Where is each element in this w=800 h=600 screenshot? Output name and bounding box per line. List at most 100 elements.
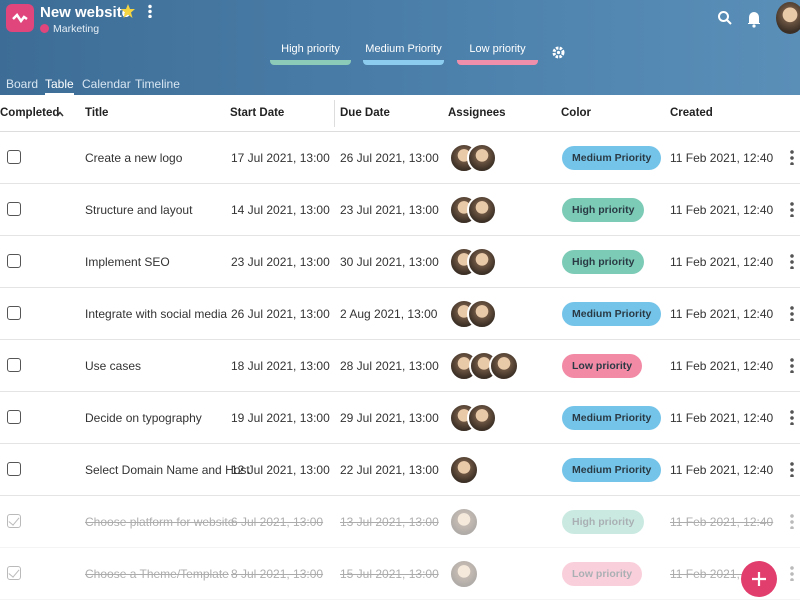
row-menu[interactable] xyxy=(790,253,794,269)
user-avatar[interactable] xyxy=(776,2,800,34)
app-icon[interactable] xyxy=(6,4,34,32)
due-date: 15 Jul 2021, 13:00 xyxy=(340,567,439,581)
sort-icon[interactable] xyxy=(56,111,64,117)
priority-tag[interactable]: High priority xyxy=(562,510,645,534)
column-header[interactable]: Created xyxy=(670,107,713,119)
row-menu[interactable] xyxy=(790,409,794,425)
table-row[interactable]: Choose platform for website 6 Jul 2021, 1… xyxy=(0,496,800,548)
icon-glyph xyxy=(12,13,28,24)
start-date: 14 Jul 2021, 13:00 xyxy=(231,203,330,217)
assignee-avatar[interactable] xyxy=(467,143,497,173)
assignee-avatar[interactable] xyxy=(449,559,479,589)
start-date: 26 Jul 2021, 13:00 xyxy=(231,307,330,321)
table-row[interactable]: Select Domain Name and Host 12 Jul 2021, … xyxy=(0,444,800,496)
priority-tag[interactable]: Medium Priority xyxy=(562,406,662,430)
row-menu[interactable] xyxy=(790,461,794,477)
checkbox[interactable] xyxy=(7,410,21,424)
task-title[interactable]: Integrate with social media xyxy=(85,307,228,321)
priority-tag[interactable]: Low priority xyxy=(562,562,643,586)
column-header[interactable]: Assignees xyxy=(448,107,506,119)
assignee-avatar[interactable] xyxy=(489,351,519,381)
column-header[interactable]: Title xyxy=(85,107,109,119)
table-row[interactable]: Create a new logo 17 Jul 2021, 13:00 26 Ju… xyxy=(0,132,800,184)
checkbox[interactable] xyxy=(7,254,21,268)
row-menu[interactable] xyxy=(790,149,794,165)
created-date: 11 Feb 2021, 12:40 xyxy=(670,515,774,529)
assignee-avatar[interactable] xyxy=(467,299,497,329)
task-title[interactable]: Implement SEO xyxy=(85,255,170,269)
task-title[interactable]: Choose a Theme/Template xyxy=(85,567,229,581)
row-menu[interactable] xyxy=(790,357,794,373)
due-date: 28 Jul 2021, 13:00 xyxy=(340,359,439,373)
start-date: 18 Jul 2021, 13:00 xyxy=(231,359,330,373)
priority-tag[interactable]: Medium Priority xyxy=(562,146,662,170)
legend-item[interactable]: High priority xyxy=(270,43,351,65)
workspace-name[interactable]: Marketing xyxy=(53,23,100,35)
task-title[interactable]: Decide on typography xyxy=(85,411,202,425)
start-date: 17 Jul 2021, 13:00 xyxy=(231,151,330,165)
tab-active[interactable]: Table xyxy=(45,77,74,95)
start-date: 19 Jul 2021, 13:00 xyxy=(231,411,330,425)
assignee-avatar[interactable] xyxy=(449,507,479,537)
task-title[interactable]: Use cases xyxy=(85,359,142,373)
row-menu[interactable] xyxy=(790,201,794,217)
priority-tag[interactable]: Medium Priority xyxy=(562,458,662,482)
app-header: New website Marketing High priority Medi… xyxy=(0,0,800,95)
checkbox[interactable] xyxy=(7,306,21,320)
assignee-avatar[interactable] xyxy=(467,195,497,225)
tab[interactable]: Board xyxy=(6,77,39,91)
legend-item[interactable]: Medium Priority xyxy=(363,43,444,65)
task-title[interactable]: Structure and layout xyxy=(85,203,193,217)
created-date: 11 Feb 2021, 12:40 xyxy=(670,411,774,425)
tab[interactable]: Timeline xyxy=(135,77,180,91)
tab[interactable]: Calendar xyxy=(82,77,131,91)
assignee-avatar[interactable] xyxy=(467,247,497,277)
checkbox[interactable] xyxy=(7,514,21,528)
priority-tag[interactable]: High priority xyxy=(562,198,645,222)
row-menu[interactable] xyxy=(790,513,794,529)
priority-tag[interactable]: Medium Priority xyxy=(562,302,662,326)
table-row[interactable]: Decide on typography 19 Jul 2021, 13:00 29… xyxy=(0,392,800,444)
search-icon[interactable] xyxy=(717,10,733,26)
add-task-button[interactable] xyxy=(740,560,778,598)
due-date: 13 Jul 2021, 13:00 xyxy=(340,515,439,529)
table-row[interactable]: Integrate with social media 26 Jul 2021, … xyxy=(0,288,800,340)
checkbox[interactable] xyxy=(7,202,21,216)
star-icon[interactable] xyxy=(120,3,136,19)
notifications-icon[interactable] xyxy=(746,10,762,28)
table-row[interactable]: Implement SEO 23 Jul 2021, 13:00 30 Jul 20… xyxy=(0,236,800,288)
column-header[interactable]: Due Date xyxy=(340,107,390,119)
task-title[interactable]: Select Domain Name and Host xyxy=(85,463,250,477)
menu-icon[interactable] xyxy=(148,4,152,18)
created-date: 11 Feb 2021, 12:40 xyxy=(670,255,774,269)
priority-tag[interactable]: High priority xyxy=(562,250,645,274)
checkbox[interactable] xyxy=(7,566,21,580)
task-title[interactable]: Choose platform for website xyxy=(85,515,235,529)
checkbox[interactable] xyxy=(7,150,21,164)
task-title[interactable]: Create a new logo xyxy=(85,151,183,165)
checkbox[interactable] xyxy=(7,462,21,476)
created-date: 11 Feb 2021, 12:40 xyxy=(670,203,774,217)
column-header[interactable]: Color xyxy=(561,107,592,119)
due-date: 30 Jul 2021, 13:00 xyxy=(340,255,439,269)
column-divider xyxy=(334,100,335,127)
row-menu[interactable] xyxy=(790,565,794,581)
due-date: 29 Jul 2021, 13:00 xyxy=(340,411,439,425)
created-date: 11 Feb 2021, 12:40 xyxy=(670,359,774,373)
start-date: 12 Jul 2021, 13:00 xyxy=(231,463,330,477)
priority-tag[interactable]: Low priority xyxy=(562,354,643,378)
table-row[interactable]: Structure and layout 14 Jul 2021, 13:00 23… xyxy=(0,184,800,236)
table-row[interactable]: Choose a Theme/Template 8 Jul 2021, 13:00… xyxy=(0,548,800,600)
row-menu[interactable] xyxy=(790,305,794,321)
checkbox[interactable] xyxy=(7,358,21,372)
assignee-avatar[interactable] xyxy=(449,455,479,485)
assignee-avatar[interactable] xyxy=(467,403,497,433)
legend-item[interactable]: Low priority xyxy=(457,43,538,65)
due-date: 22 Jul 2021, 13:00 xyxy=(340,463,439,477)
project-title[interactable]: New website xyxy=(40,4,131,21)
column-header[interactable]: Completed xyxy=(0,107,60,119)
settings-icon[interactable] xyxy=(551,45,566,60)
table-row[interactable]: Use cases 18 Jul 2021, 13:00 28 Jul 2021, … xyxy=(0,340,800,392)
table-header: Completed Title Start Date Due Date Assi… xyxy=(0,95,800,132)
column-header[interactable]: Start Date xyxy=(230,107,285,119)
